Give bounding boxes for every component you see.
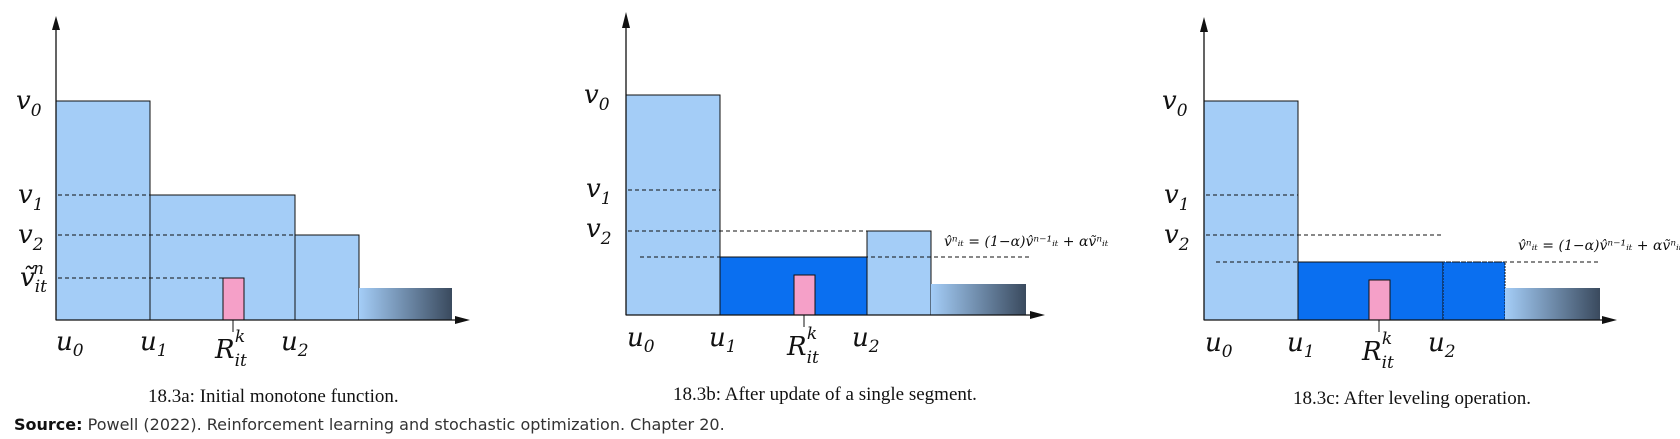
label-v1: v1: [586, 174, 612, 209]
label-rkit: Ritk: [214, 327, 247, 371]
resource-marker: [222, 277, 245, 321]
label-v0: v0: [584, 80, 610, 115]
caption-c: 18.3c: After leveling operation.: [1293, 388, 1531, 409]
resource-marker: [793, 274, 816, 316]
label-u2: u2: [1428, 328, 1456, 362]
segment-tail: [359, 288, 452, 320]
panel-c: v̂ⁿᵢₜ = (1−α)v̂ⁿ⁻¹ᵢₜ + αṽⁿᵢₜ v0 v1 v2 u0…: [1162, 17, 1680, 409]
label-v1: v1: [18, 180, 44, 215]
update-equation: v̂ⁿᵢₜ = (1−α)v̂ⁿ⁻¹ᵢₜ + αṽⁿᵢₜ: [944, 234, 1109, 250]
label-v2: v2: [18, 220, 44, 255]
segment-0: [625, 94, 721, 316]
label-v1: v1: [1164, 180, 1190, 215]
panel-b: v̂ⁿᵢₜ = (1−α)v̂ⁿ⁻¹ᵢₜ + αṽⁿᵢₜ v0 v1 v2 u0…: [584, 12, 1109, 405]
label-u0: u0: [1205, 328, 1233, 362]
x-axis-arrow: [1030, 311, 1045, 319]
segment-tail: [931, 284, 1026, 315]
label-rkit: Ritk: [1361, 329, 1394, 373]
segment-2: [294, 234, 360, 321]
label-v2: v2: [1164, 220, 1190, 255]
label-u0: u0: [56, 327, 84, 361]
y-axis-arrow: [1200, 17, 1208, 32]
segment-0: [55, 100, 151, 321]
source-text: Powell (2022). Reinforcement learning an…: [82, 415, 725, 434]
caption-b: 18.3b: After update of a single segment.: [673, 384, 977, 405]
label-u2: u2: [281, 327, 309, 361]
resource-marker: [1368, 279, 1391, 321]
label-rkit: Ritk: [786, 324, 819, 368]
caption-a: 18.3a: Initial monotone function.: [148, 386, 399, 407]
y-axis-arrow: [622, 12, 630, 28]
segment-2: [866, 230, 932, 316]
segment-0: [1203, 100, 1299, 321]
segment-tail: [1505, 288, 1600, 320]
label-v0: v0: [16, 86, 42, 121]
label-u0: u0: [627, 323, 655, 357]
label-u2: u2: [852, 323, 880, 357]
y-axis-arrow: [52, 16, 60, 30]
label-vtilde: ṽitn: [20, 259, 47, 297]
source-citation: Source: Powell (2022). Reinforcement lea…: [14, 415, 725, 434]
label-v0: v0: [1162, 86, 1188, 121]
label-u1: u1: [140, 327, 168, 361]
label-u1: u1: [1287, 328, 1315, 362]
update-equation: v̂ⁿᵢₜ = (1−α)v̂ⁿ⁻¹ᵢₜ + αṽⁿᵢₜ: [1518, 238, 1680, 254]
label-v2: v2: [586, 214, 612, 249]
segment-2-leveled: [1442, 261, 1506, 321]
label-u1: u1: [709, 323, 737, 357]
panel-a: v0 v1 v2 ṽitn u0 u1 Ritk u2 18.3a: Initi…: [16, 16, 470, 407]
source-label: Source:: [14, 415, 83, 434]
x-axis-arrow: [1602, 316, 1617, 324]
x-axis-arrow: [455, 316, 470, 324]
